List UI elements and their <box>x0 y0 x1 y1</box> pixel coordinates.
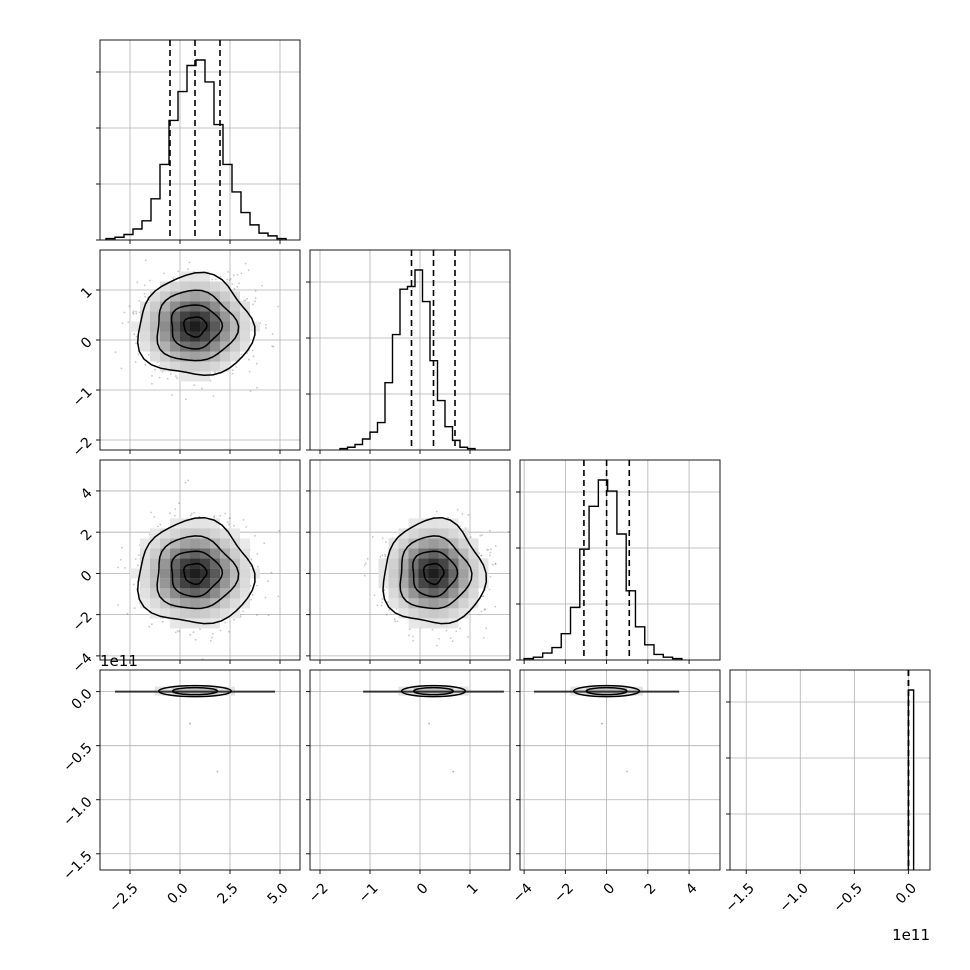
x-tick-label: −1.5 <box>722 880 757 915</box>
panel-frame <box>99 459 301 661</box>
plot-area <box>339 250 476 450</box>
plot-area <box>907 670 915 870</box>
panel-frame <box>519 669 721 871</box>
histogram-1 <box>339 269 476 450</box>
y-tick-label: −2 <box>70 434 96 460</box>
x-tick-label: −0.5 <box>831 880 866 915</box>
y-offset-label: 1e11 <box>100 652 138 670</box>
panel-0-0 <box>96 39 301 244</box>
panel-frame <box>729 669 931 871</box>
contour-1 <box>156 289 240 362</box>
y-tick-label: 0 <box>78 334 96 352</box>
x-tick-label: −1.0 <box>777 880 812 915</box>
y-tick-label: −1 <box>70 384 96 410</box>
x-tick-label: 0 <box>601 880 619 898</box>
contour-3 <box>183 316 208 338</box>
contour-0 <box>382 516 488 625</box>
x-tick-label: 5.0 <box>265 880 292 907</box>
panel-2-2 <box>516 459 721 664</box>
grid-lines <box>520 460 720 660</box>
y-tick-label: 4 <box>78 485 96 503</box>
plot-area <box>363 508 510 647</box>
x-tick-label: 0 <box>414 880 432 898</box>
x-tick-label: −2 <box>306 880 332 906</box>
grid-lines <box>730 670 930 870</box>
plot-area <box>115 684 275 773</box>
flat-band <box>115 684 275 773</box>
panel-frame <box>309 249 511 451</box>
contour-2 <box>170 550 224 598</box>
y-tick-label: 0 <box>78 568 96 586</box>
x-tick-label: −2.5 <box>106 880 141 915</box>
x-tick-label: 0.0 <box>893 880 920 907</box>
y-tick-label: −0.5 <box>60 740 95 775</box>
x-offset-label: 1e11 <box>892 926 930 944</box>
x-tick-label: 2.5 <box>215 880 242 907</box>
panel-2-1 <box>306 459 511 664</box>
panel-frame <box>309 669 511 871</box>
y-tick-label: 0.0 <box>69 686 96 713</box>
panel-frame <box>99 249 301 451</box>
plot-area <box>534 684 680 773</box>
histogram-0 <box>105 59 287 240</box>
contour-3 <box>183 562 208 586</box>
panel-2-0: −4 −2 0 2 4 <box>70 459 301 676</box>
plot-area <box>363 684 504 773</box>
panel-1-0: −2 −1 0 1 <box>70 249 301 460</box>
panel-3-1: −2 −1 0 1 <box>306 669 511 906</box>
contour-2 <box>412 550 459 598</box>
panel-3-0: −1.5 −1.0 −0.5 0.0 −2.5 0.0 2.5 5.0 <box>60 669 301 916</box>
panel-frame <box>519 459 721 661</box>
y-tick-label: −4 <box>70 650 96 676</box>
panel-frame <box>99 39 301 241</box>
histogram-2 <box>523 479 683 660</box>
panel-3-2: −4 −2 0 2 4 <box>510 669 721 906</box>
panel-1-1 <box>306 249 511 454</box>
contour-3 <box>422 562 445 586</box>
x-tick-label: −1 <box>356 880 382 906</box>
contour-1 <box>399 535 473 610</box>
grid-lines <box>100 40 300 240</box>
y-tick-label: 2 <box>78 527 96 545</box>
x-tick-label: 1 <box>464 880 482 898</box>
x-tick-label: 4 <box>683 880 701 898</box>
plot-area <box>117 479 281 660</box>
panel-3-3: −1.5 −1.0 −0.5 0.0 <box>722 669 931 916</box>
grid-lines <box>310 250 510 450</box>
panel-frame <box>309 459 511 661</box>
grid-lines <box>520 670 720 870</box>
density-blocks <box>130 271 260 382</box>
contour-0 <box>136 271 256 376</box>
grid-lines <box>100 670 300 870</box>
y-tick-label: −1.0 <box>60 794 95 829</box>
plot-area <box>523 460 683 660</box>
plot-area <box>105 40 287 240</box>
x-tick-label: −4 <box>510 880 536 906</box>
contour-1 <box>156 535 240 610</box>
x-tick-label: 0.0 <box>165 880 192 907</box>
y-tick-label: −1.5 <box>60 848 95 883</box>
x-tick-label: 2 <box>642 880 660 898</box>
panel-frame <box>99 669 301 871</box>
contour-2 <box>170 304 224 350</box>
flat-band <box>363 684 504 773</box>
grid-lines <box>310 670 510 870</box>
flat-band <box>534 684 680 773</box>
y-tick-label: 1 <box>78 284 96 302</box>
y-tick-label: −2 <box>70 609 96 635</box>
contour-0 <box>136 516 256 625</box>
plot-area <box>114 259 280 401</box>
x-tick-label: −2 <box>551 880 577 906</box>
